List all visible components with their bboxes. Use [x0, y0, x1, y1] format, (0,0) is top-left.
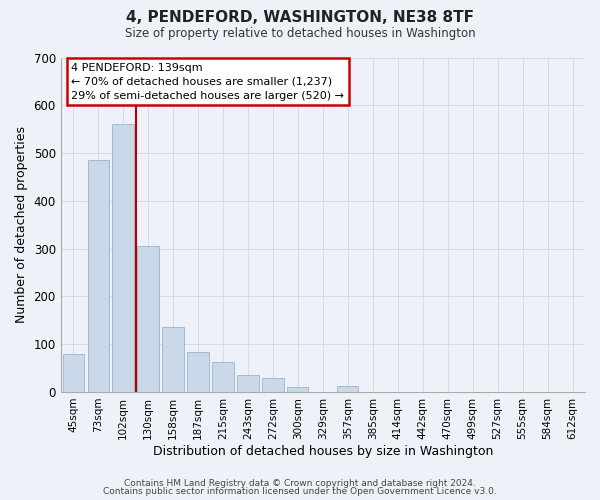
Bar — [212, 362, 233, 392]
Bar — [137, 246, 158, 392]
Y-axis label: Number of detached properties: Number of detached properties — [15, 126, 28, 323]
Bar — [62, 354, 84, 392]
Bar — [337, 386, 358, 392]
Bar — [287, 387, 308, 392]
Text: Contains public sector information licensed under the Open Government Licence v3: Contains public sector information licen… — [103, 487, 497, 496]
Bar — [163, 328, 184, 392]
Text: Size of property relative to detached houses in Washington: Size of property relative to detached ho… — [125, 28, 475, 40]
Text: 4, PENDEFORD, WASHINGTON, NE38 8TF: 4, PENDEFORD, WASHINGTON, NE38 8TF — [126, 10, 474, 25]
X-axis label: Distribution of detached houses by size in Washington: Distribution of detached houses by size … — [152, 444, 493, 458]
Bar — [112, 124, 134, 392]
Bar — [238, 375, 259, 392]
Bar — [88, 160, 109, 392]
Text: Contains HM Land Registry data © Crown copyright and database right 2024.: Contains HM Land Registry data © Crown c… — [124, 478, 476, 488]
Bar — [262, 378, 284, 392]
Bar — [187, 352, 209, 392]
Text: 4 PENDEFORD: 139sqm
← 70% of detached houses are smaller (1,237)
29% of semi-det: 4 PENDEFORD: 139sqm ← 70% of detached ho… — [71, 62, 344, 100]
